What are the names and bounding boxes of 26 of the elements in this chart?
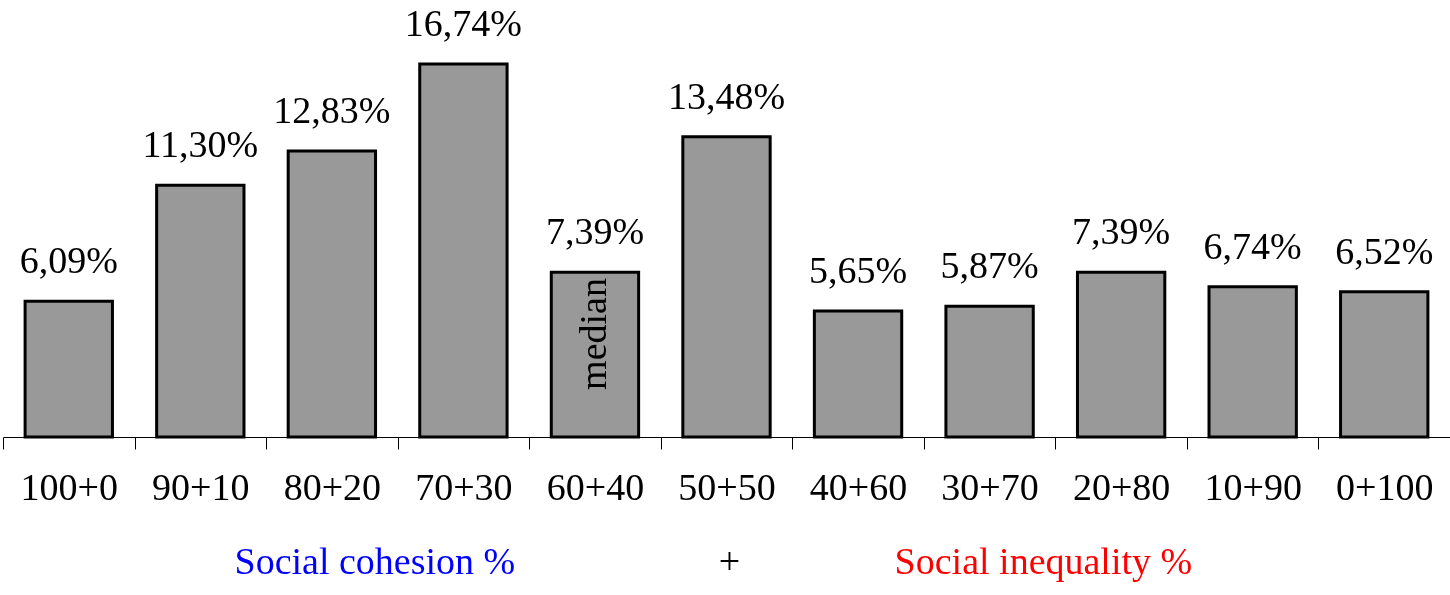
text: + — [718, 540, 741, 582]
x-tick-label: 10+90 — [1204, 465, 1302, 508]
x-tick-label: 90+10 — [152, 465, 250, 508]
data-label: 7,39% — [1072, 210, 1171, 253]
text: Social cohesion % — [234, 540, 516, 582]
x-tick-label: 60+40 — [546, 465, 645, 508]
data-label: 6,09% — [19, 239, 118, 282]
x-tick-label: 0+100 — [1336, 465, 1434, 508]
x-tick-label: 100+0 — [20, 465, 118, 508]
x-tick-label: 20+80 — [1072, 465, 1171, 508]
data-label: 5,65% — [808, 249, 908, 292]
text: Social inequality % — [894, 540, 1193, 582]
annotation: median — [571, 278, 614, 390]
data-label: 5,87% — [940, 244, 1039, 287]
data-label: 6,74% — [1203, 224, 1302, 267]
data-label: 12,83% — [273, 89, 391, 132]
data-label: 6,52% — [1335, 229, 1434, 272]
x-tick-label: 50+50 — [678, 465, 776, 508]
x-tick-label: 70+30 — [415, 465, 513, 508]
data-label: 16,74% — [404, 2, 522, 44]
data-label: 11,30% — [142, 123, 259, 166]
x-tick-label: 40+60 — [809, 465, 908, 508]
x-tick-label: 80+20 — [283, 465, 382, 508]
data-label: 13,48% — [667, 74, 786, 117]
data-label: 7,39% — [545, 210, 645, 253]
x-tick-label: 30+70 — [941, 465, 1039, 508]
